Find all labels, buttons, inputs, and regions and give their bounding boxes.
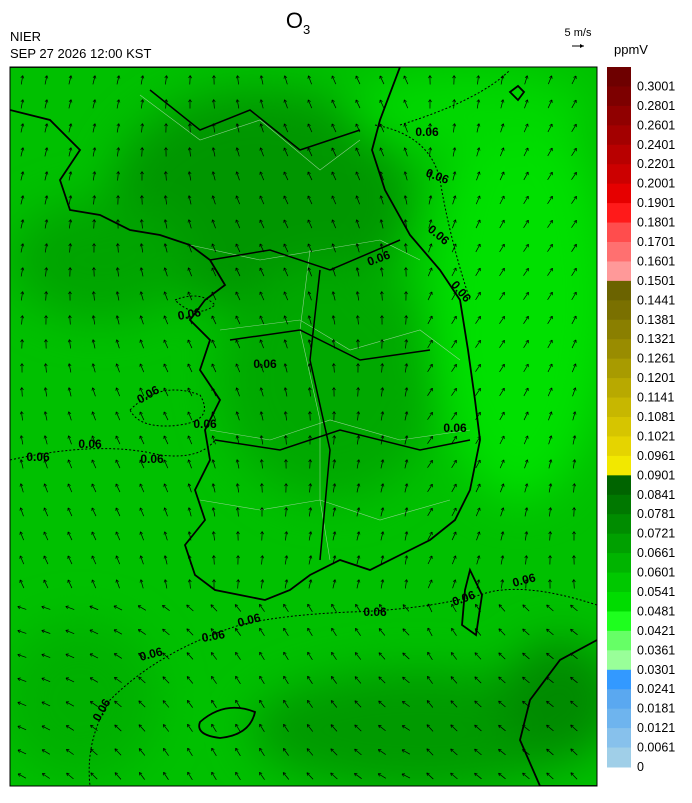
title-main: O: [286, 8, 303, 33]
legend-label: 0.3001: [637, 79, 675, 93]
legend-label: 0.1201: [637, 371, 675, 385]
color-box: [607, 611, 631, 631]
color-box: [607, 378, 631, 398]
legend-label: 0.2401: [637, 138, 675, 152]
legend-label: 0.1901: [637, 196, 675, 210]
map: 0.060.060.060.060.060.060.060.060.060.06…: [0, 67, 620, 790]
agency: NIER: [10, 29, 41, 44]
color-box: [607, 223, 631, 243]
legend-label: 0.0601: [637, 566, 675, 580]
legend-label: 0.0301: [637, 663, 675, 677]
color-box: [607, 689, 631, 709]
contour-label: 0.06: [253, 357, 277, 371]
color-box: [607, 125, 631, 145]
legend-label: 0.1441: [637, 293, 675, 307]
color-box: [607, 184, 631, 204]
color-box: [607, 281, 631, 301]
color-box: [607, 573, 631, 593]
legend-label: 0.0721: [637, 527, 675, 541]
contour-label: 0.06: [193, 417, 217, 431]
legend-label: 0.1321: [637, 332, 675, 346]
legend-label: 0.2601: [637, 118, 675, 132]
contour-label: 0.06: [78, 437, 102, 451]
legend-label: 0.0241: [637, 682, 675, 696]
color-box: [607, 456, 631, 476]
legend-label: 0.0421: [637, 624, 675, 638]
legend-label: 0.0121: [637, 721, 675, 735]
legend-label: 0.0781: [637, 507, 675, 521]
legend-label: 0.0481: [637, 604, 675, 618]
color-box: [607, 398, 631, 418]
color-box: [607, 86, 631, 106]
legend-label: 0.1701: [637, 235, 675, 249]
color-box: [607, 514, 631, 534]
color-box: [607, 67, 631, 87]
legend-label: 0.0901: [637, 468, 675, 482]
wind-scale-label: 5 m/s: [565, 27, 592, 39]
color-box: [607, 203, 631, 223]
contour-label: 0.06: [26, 450, 50, 464]
colorbar: 0.3001 0.2801 0.2601 0.2401 0.2201 0.2001 0.19…: [607, 67, 675, 774]
legend-unit: ppmV: [614, 42, 648, 57]
color-box: [607, 300, 631, 320]
color-box: [607, 670, 631, 690]
color-box: [607, 592, 631, 612]
legend-label: 0.2001: [637, 177, 675, 191]
color-box: [607, 475, 631, 495]
legend-label: 0.0541: [637, 585, 675, 599]
legend-label: 0.1021: [637, 429, 675, 443]
legend-label: 0.0661: [637, 546, 675, 560]
legend-label: 0.1261: [637, 352, 675, 366]
datetime: SEP 27 2026 12:00 KST: [10, 46, 151, 61]
legend-label: 0.0061: [637, 741, 675, 755]
legend-label: 0.1081: [637, 410, 675, 424]
legend-label: 0: [637, 760, 644, 774]
color-box: [607, 709, 631, 729]
color-box: [607, 359, 631, 379]
contour-label: 0.06: [443, 421, 467, 435]
color-box: [607, 436, 631, 456]
color-box: [607, 728, 631, 748]
color-box: [607, 320, 631, 340]
title-subscript: 3: [303, 22, 310, 37]
legend-label: 0.0181: [637, 702, 675, 716]
color-box: [607, 145, 631, 165]
color-box: [607, 553, 631, 573]
legend-label: 0.0841: [637, 488, 675, 502]
color-box: [607, 106, 631, 126]
color-box: [607, 748, 631, 768]
legend-label: 0.0961: [637, 449, 675, 463]
legend-label: 0.1601: [637, 254, 675, 268]
contour-label: 0.06: [363, 605, 387, 619]
legend-label: 0.1141: [637, 391, 674, 405]
color-box: [607, 261, 631, 281]
legend-label: 0.1501: [637, 274, 675, 288]
contour-label: 0.06: [415, 125, 439, 139]
legend-label: 0.0361: [637, 643, 675, 657]
title: O3: [286, 8, 310, 37]
color-box: [607, 631, 631, 651]
color-box: [607, 534, 631, 554]
color-box: [607, 650, 631, 670]
color-box: [607, 164, 631, 184]
legend-label: 0.1381: [637, 313, 675, 327]
legend-label: 0.2801: [637, 99, 675, 113]
color-box: [607, 495, 631, 515]
color-box: [607, 242, 631, 262]
color-box: [607, 339, 631, 359]
wind-scale-head: [580, 44, 584, 48]
color-box: [607, 417, 631, 437]
legend-label: 0.2201: [637, 157, 675, 171]
legend-label: 0.1801: [637, 216, 675, 230]
contour-label: 0.06: [140, 452, 164, 466]
